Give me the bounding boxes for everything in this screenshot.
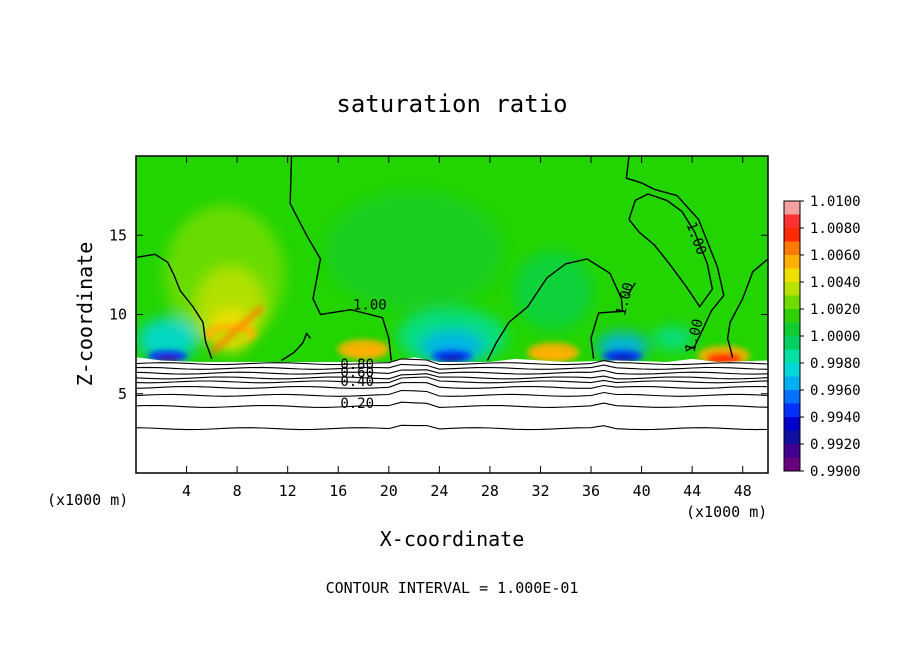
contour-line — [136, 401, 768, 408]
field-blob — [137, 317, 198, 362]
colorbar-swatch — [784, 457, 800, 472]
colorbar-swatch — [784, 241, 800, 256]
contour-line — [136, 381, 768, 389]
colorbar-swatch — [784, 390, 800, 404]
contour-line — [136, 363, 768, 370]
colorbar-swatch — [784, 255, 800, 269]
colorbar-tick-label: 1.0060 — [810, 248, 861, 264]
contour-line — [136, 369, 768, 375]
lower-unshaded-region — [136, 357, 768, 473]
x-tick-label: 16 — [329, 482, 347, 500]
contour-line-1-00 — [627, 282, 636, 296]
contour-line — [136, 358, 768, 366]
contour-layer — [136, 156, 768, 431]
plot-area — [136, 156, 768, 473]
contour-line — [136, 376, 768, 384]
colorbar-swatch — [784, 268, 800, 283]
y-axis: 5 10 15 — [109, 226, 768, 403]
field-sharp — [147, 304, 750, 366]
colorbar-swatch — [784, 214, 800, 229]
contour-line-1-00 — [628, 193, 714, 308]
colorbar-tick-label: 1.0040 — [810, 275, 861, 291]
x-unit-note-right: (x1000 m) — [686, 503, 767, 521]
x-unit-note-left: (x1000 m) — [47, 491, 128, 509]
colorbar-tick-label: 0.9960 — [810, 383, 861, 399]
colorbar-swatch — [784, 403, 800, 418]
hotspot — [345, 346, 382, 359]
colorbar-swatch — [784, 228, 800, 242]
colorbar-swatch — [784, 363, 800, 377]
contour-line-1-00 — [136, 253, 213, 360]
hotspot-streak — [209, 304, 265, 355]
x-tick-label: 48 — [734, 482, 752, 500]
contour-line-1-00 — [726, 258, 768, 358]
x-tick-label: 20 — [380, 482, 398, 500]
x-tick-label: 44 — [683, 482, 701, 500]
colorbar-swatch — [784, 430, 800, 445]
colorbar-swatch — [784, 417, 800, 431]
x-tick-label: 4 — [182, 482, 191, 500]
colorbar-tick-label: 1.0080 — [810, 221, 861, 237]
x-axis-label: X-coordinate — [380, 527, 525, 551]
x-tick-label: 12 — [279, 482, 297, 500]
x-tick-label: 32 — [531, 482, 549, 500]
colorbar: 1.0100 1.0080 1.0060 1.0040 1.0020 1.0000 0.99… — [783, 194, 861, 480]
colorbar-swatch — [784, 336, 800, 350]
chart-title: saturation ratio — [336, 90, 567, 118]
x-tick-label: 24 — [430, 482, 448, 500]
colorbar-swatch — [784, 444, 800, 458]
colorbar-tick-label: 0.9980 — [810, 356, 861, 372]
contour-label: 0.80 — [340, 357, 374, 373]
colorbar-swatch — [784, 295, 800, 310]
hotspot — [535, 349, 572, 362]
contour-label: 0.40 — [340, 374, 374, 390]
y-tick-label: 15 — [109, 226, 127, 244]
colorbar-tick-label: 1.0000 — [810, 329, 861, 345]
field-blob — [653, 326, 694, 351]
y-tick-label: 5 — [118, 385, 127, 403]
contour-line-1-00 — [486, 258, 624, 361]
colorbar-tick-label: 0.9900 — [810, 464, 861, 480]
x-axis: 4 8 12 16 20 24 28 32 36 40 44 48 — [182, 156, 752, 500]
contour-label: 0.60 — [340, 365, 374, 381]
colorbar-tick-label: 1.0100 — [810, 194, 861, 210]
colorbar-swatch — [784, 322, 800, 337]
field-blob — [513, 250, 594, 331]
colorbar-tick-label: 1.0020 — [810, 302, 861, 318]
contour-line — [136, 424, 768, 431]
colorbar-tick-label: 0.9920 — [810, 437, 861, 453]
x-tick-label: 40 — [633, 482, 651, 500]
coldspot-core — [440, 356, 464, 363]
colorbar-swatch — [784, 201, 800, 215]
contour-line — [136, 373, 768, 380]
contour-line-1-00 — [281, 332, 311, 362]
contour-label: 1.00 — [353, 298, 387, 314]
colorbar-tick-label: 0.9940 — [810, 410, 861, 426]
contour-label: 0.20 — [340, 396, 374, 412]
y-tick-label: 10 — [109, 306, 127, 324]
y-axis-label: Z-coordinate — [73, 242, 97, 387]
colorbar-swatch — [784, 349, 800, 364]
colorbar-swatch — [784, 376, 800, 391]
contour-line-1-00 — [625, 156, 725, 352]
x-tick-label: 36 — [582, 482, 600, 500]
contour-line — [136, 389, 768, 397]
colorbar-swatch — [784, 282, 800, 296]
contour-line-1-00 — [289, 156, 392, 361]
colorbar-swatch — [784, 309, 800, 323]
field-blob — [324, 191, 505, 312]
x-tick-label: 8 — [233, 482, 242, 500]
contour-interval-footer: CONTOUR INTERVAL = 1.000E-01 — [326, 579, 579, 597]
x-tick-label: 28 — [481, 482, 499, 500]
